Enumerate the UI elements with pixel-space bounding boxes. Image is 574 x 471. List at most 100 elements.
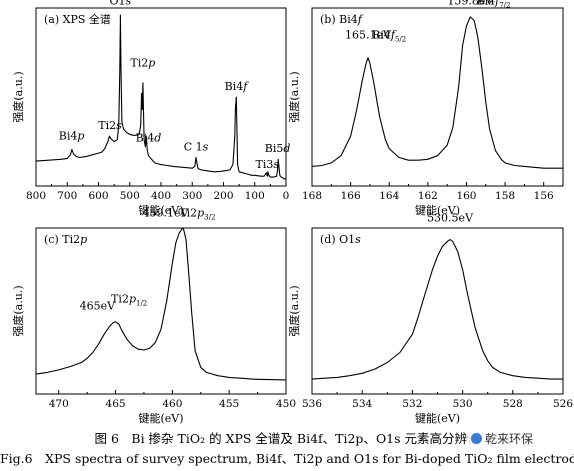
x-axis-label-a: 键能(eV) bbox=[138, 203, 183, 217]
annotation-b-0: 165.1eV bbox=[345, 28, 392, 41]
x-tick-label-c-0: 470 bbox=[49, 398, 69, 410]
annotation-b-3: Bi4f7/2 bbox=[477, 0, 511, 9]
annotation-b-3-sub2: 7/2 bbox=[499, 1, 510, 9]
annotation-a-5-text: C 1 bbox=[184, 140, 203, 153]
annotation-b-2-text: 159.8eV bbox=[447, 0, 494, 7]
plot-frame-a bbox=[35, 7, 287, 187]
annotation-b-1-text: Bi4 bbox=[372, 28, 391, 41]
annotation-a-5-sub: s bbox=[203, 140, 209, 153]
panel-b: 168 166 164 162 160 158 156 键能(eV) 强度(a.u.) (b) B… bbox=[287, 0, 564, 217]
annotation-a-2-sub: s bbox=[116, 119, 122, 132]
y-axis-label-a: 强度(a.u.) bbox=[11, 71, 25, 122]
spectrum-line-b bbox=[311, 16, 563, 169]
annotation-a-7-text: Bi5 bbox=[265, 142, 284, 155]
plot-frame-b bbox=[311, 7, 564, 187]
annotation-b-0-text: 165.1eV bbox=[345, 28, 392, 41]
annotation-a-8: Ti3s bbox=[255, 158, 279, 171]
x-axis-label-c: 键能(eV) bbox=[138, 411, 183, 425]
x-tick-label-a-2: 600 bbox=[88, 190, 108, 202]
annotation-a-3: Bi4p bbox=[59, 130, 85, 143]
panel-label-text-a: (a) XPS 全谱 bbox=[44, 12, 111, 26]
x-tick-label-d-0: 536 bbox=[302, 398, 322, 410]
x-tick-label-a-7: 100 bbox=[245, 190, 265, 202]
panel-label-italic-c: p bbox=[80, 233, 87, 246]
x-tick-label-d-4: 528 bbox=[503, 398, 523, 410]
x-tick-label-a-6: 200 bbox=[213, 190, 233, 202]
annotation-a-6-text: Bi4 bbox=[225, 80, 244, 93]
annotation-a-7: Bi5d bbox=[265, 142, 291, 155]
x-tick-label-c-2: 460 bbox=[162, 398, 182, 410]
annotation-d-0-text: 530.5eV bbox=[427, 211, 474, 224]
annotation-c-3-sub2: 3/2 bbox=[204, 213, 215, 221]
annotation-a-0-text: O1 bbox=[110, 0, 126, 7]
caption-english: Fig.6 XPS spectra of survey spectrum, Bi… bbox=[0, 451, 574, 466]
x-tick-label-d-1: 534 bbox=[352, 398, 372, 410]
annotation-b-1-sub2: 5/2 bbox=[395, 35, 406, 43]
plot-frame-c bbox=[35, 227, 287, 395]
x-axis-label-b: 键能(eV) bbox=[415, 203, 460, 217]
panel-label-a: (a) XPS 全谱 bbox=[44, 12, 111, 26]
panel-label-b: (b) Bi4f bbox=[320, 13, 364, 26]
panel-label-c: (c) Ti2p bbox=[44, 233, 87, 246]
annotation-c-2: 459.1eV bbox=[143, 206, 190, 219]
x-tick-label-c-4: 450 bbox=[276, 398, 296, 410]
annotation-c-1-text: Ti2 bbox=[111, 293, 129, 306]
spectrum-line-c bbox=[35, 227, 287, 381]
annotation-a-4: Bi4d bbox=[136, 132, 162, 145]
annotation-a-6-sub: f bbox=[242, 80, 249, 93]
x-tick-label-a-1: 700 bbox=[57, 190, 77, 202]
annotation-a-3-sub: p bbox=[77, 130, 84, 143]
annotation-c-1-sub: p bbox=[129, 293, 136, 306]
x-axis-label-d: 键能(eV) bbox=[415, 411, 460, 425]
annotation-a-1-text: Ti2 bbox=[130, 57, 148, 70]
annotation-a-3-text: Bi4 bbox=[59, 130, 78, 143]
plot-frame-d bbox=[311, 227, 564, 395]
y-axis-label-b: 强度(a.u.) bbox=[287, 71, 301, 122]
annotation-a-7-sub: d bbox=[283, 142, 290, 155]
x-tick-label-a-8: 0 bbox=[283, 190, 290, 202]
x-tick-label-d-5: 526 bbox=[553, 398, 573, 410]
wechat-icon bbox=[471, 433, 482, 444]
panel-label-italic-b: f bbox=[357, 13, 364, 26]
annotation-a-2: Ti2s bbox=[98, 119, 122, 132]
annotation-b-2: 159.8eV bbox=[447, 0, 494, 7]
y-axis-label-c: 强度(a.u.) bbox=[11, 285, 25, 336]
x-tick-label-a-5: 300 bbox=[182, 190, 202, 202]
x-tick-label-b-0: 168 bbox=[302, 190, 322, 202]
annotation-c-3-sub: p bbox=[197, 206, 204, 219]
panel-a: 800 700 600 500 400 300 200 100 0 键能(eV) 强度(a.u.) (… bbox=[11, 0, 290, 217]
annotation-b-3-text: Bi4 bbox=[477, 0, 496, 7]
annotation-c-2-text: 459.1eV bbox=[143, 206, 190, 219]
x-tick-label-c-1: 465 bbox=[106, 398, 126, 410]
annotation-a-4-sub: d bbox=[154, 132, 161, 145]
x-tick-label-b-6: 156 bbox=[534, 190, 554, 202]
panel-label-text-b: (b) Bi4 bbox=[320, 13, 358, 26]
annotation-c-0: 465eV bbox=[80, 299, 117, 312]
annotation-c-1-sub2: 1/2 bbox=[136, 300, 147, 308]
annotation-a-6: Bi4f bbox=[225, 80, 250, 93]
x-tick-label-b-3: 162 bbox=[418, 190, 438, 202]
y-axis-label-d: 强度(a.u.) bbox=[287, 285, 301, 336]
panel-d: 536 534 532 530 528 526 键能(eV) 强度(a.u.) (d) O1s 5… bbox=[287, 211, 573, 425]
panel-label-text-c: (c) Ti2 bbox=[44, 233, 80, 246]
annotation-a-1-sub: p bbox=[148, 57, 155, 70]
annotation-a-8-text: Ti3 bbox=[255, 158, 273, 171]
panel-label-italic-d: s bbox=[355, 233, 361, 246]
annotation-a-5: C 1s bbox=[184, 140, 209, 153]
annotation-a-4-text: Bi4 bbox=[136, 132, 155, 145]
watermark-logo: 乾来环保 bbox=[468, 430, 537, 447]
annotation-a-0: O1s bbox=[110, 0, 132, 7]
x-tick-label-a-3: 500 bbox=[120, 190, 140, 202]
annotation-a-0-sub: s bbox=[126, 0, 132, 7]
spectrum-line-a bbox=[35, 14, 286, 180]
x-tick-label-b-2: 164 bbox=[379, 190, 399, 202]
spectrum-line-d bbox=[311, 239, 563, 380]
annotation-a-8-sub: s bbox=[273, 158, 279, 171]
annotation-d-0: 530.5eV bbox=[427, 211, 474, 224]
x-tick-label-d-3: 530 bbox=[453, 398, 473, 410]
x-tick-label-a-0: 800 bbox=[26, 190, 46, 202]
annotation-b-3-sub: f bbox=[494, 0, 501, 7]
x-tick-label-b-4: 160 bbox=[456, 190, 476, 202]
